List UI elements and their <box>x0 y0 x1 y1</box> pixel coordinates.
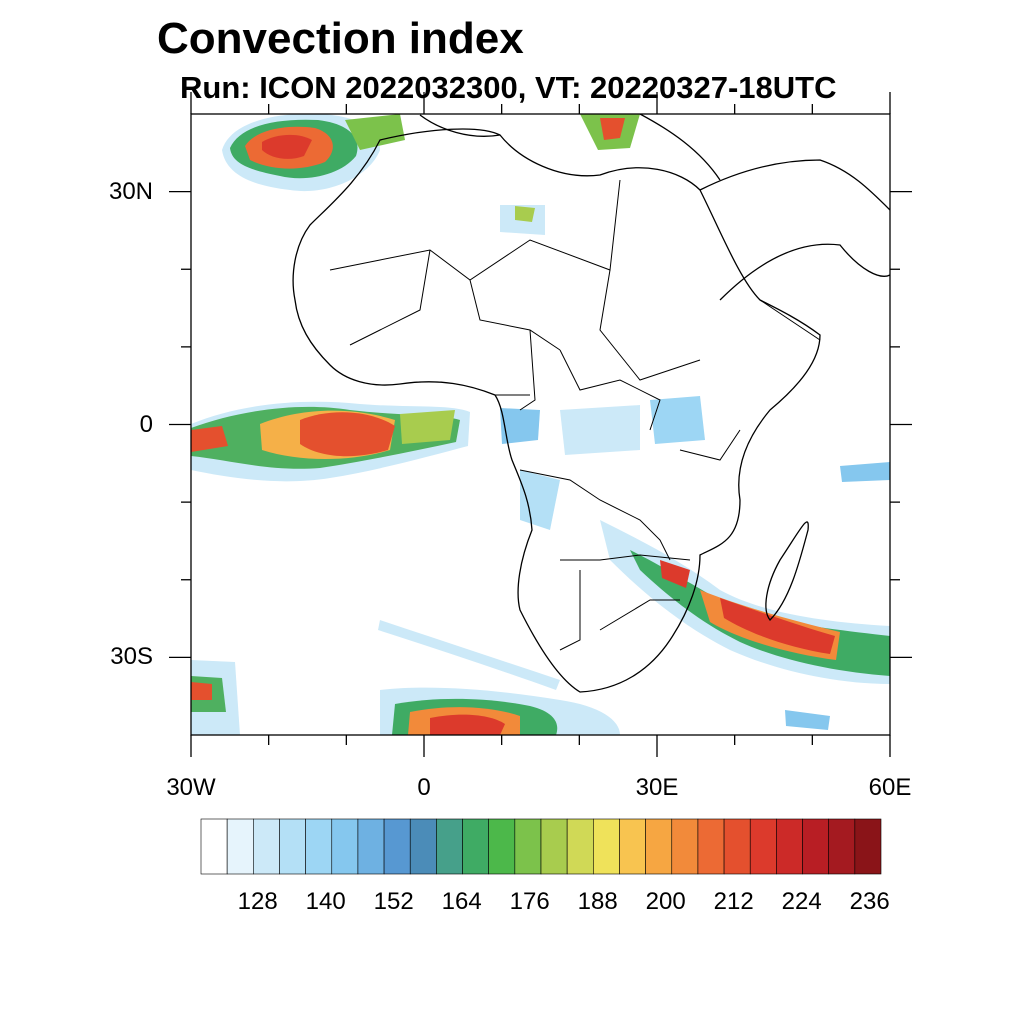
lat-tick-label: 30N <box>108 177 153 205</box>
map-ticks <box>169 92 912 757</box>
colorbar-swatch <box>462 818 489 875</box>
colorbar-swatch <box>749 818 777 875</box>
map-subtitle: Run: ICON 2022032300, VT: 20220327-18UTC <box>180 70 837 105</box>
colorbar-label: 176 <box>509 888 550 915</box>
colorbar-swatch <box>828 818 856 875</box>
colorbar-swatch <box>305 818 333 875</box>
colorbar-label: 200 <box>645 888 686 915</box>
colorbar-swatch <box>383 818 411 875</box>
colorbar-swatch <box>253 818 280 875</box>
country-borders <box>329 179 821 651</box>
colorbar <box>200 818 882 875</box>
colorbar-label: 188 <box>577 888 618 915</box>
colorbar-label: 128 <box>237 888 278 915</box>
colorbar-label: 224 <box>781 888 822 915</box>
colorbar-swatch <box>331 818 359 875</box>
lat-tick-label: 30S <box>110 643 153 671</box>
coastlines <box>292 114 890 693</box>
colorbar-swatch <box>514 818 542 875</box>
colorbar-swatch <box>619 818 646 875</box>
colorbar-swatch <box>566 818 594 875</box>
colorbar-label: 212 <box>713 888 754 915</box>
lon-tick-label: 30W <box>166 774 216 801</box>
colorbar-swatch <box>200 818 228 875</box>
colorbar-swatch <box>279 818 306 875</box>
colorbar-swatch <box>776 818 803 875</box>
lat-tick-label: 0 <box>139 410 153 438</box>
colorbar-swatch <box>723 818 751 875</box>
colorbar-swatch <box>697 818 725 875</box>
map-title: Convection index <box>157 14 524 63</box>
convection-field <box>191 114 890 735</box>
colorbar-label: 164 <box>441 888 482 915</box>
colorbar-swatch <box>802 818 829 875</box>
colorbar-swatch <box>671 818 699 875</box>
colorbar-swatch <box>488 818 516 875</box>
colorbar-swatch <box>854 818 882 875</box>
colorbar-swatch <box>436 818 463 875</box>
colorbar-swatch <box>357 818 385 875</box>
lon-tick-label: 30E <box>635 774 679 801</box>
colorbar-label: 140 <box>305 888 346 915</box>
colorbar-swatch <box>226 818 254 875</box>
colorbar-swatch <box>409 818 437 875</box>
lon-tick-label: 60E <box>868 774 912 801</box>
colorbar-swatch <box>645 818 673 875</box>
colorbar-swatch <box>593 818 620 875</box>
colorbar-swatch <box>540 818 568 875</box>
lon-tick-label: 0 <box>417 774 431 801</box>
colorbar-label: 152 <box>373 888 414 915</box>
colorbar-label: 236 <box>849 888 890 915</box>
